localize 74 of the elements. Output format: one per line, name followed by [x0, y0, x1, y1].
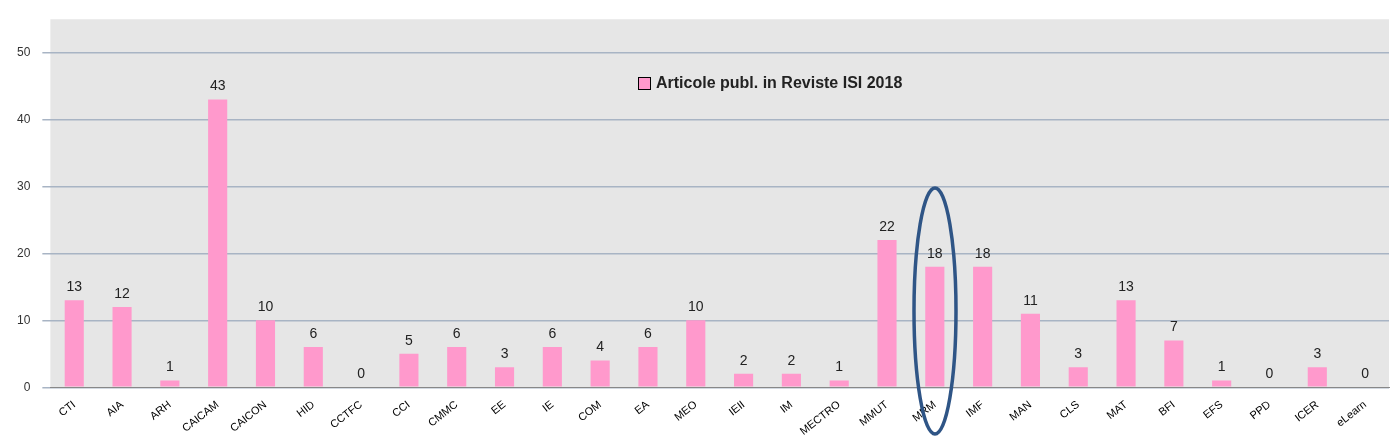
bar [686, 320, 706, 387]
x-tick-label: CCI [389, 397, 413, 420]
data-label: 6 [644, 324, 653, 341]
bar [1307, 367, 1327, 387]
data-label: 1 [835, 358, 844, 375]
bar [208, 99, 228, 387]
data-label: 18 [927, 244, 943, 261]
data-label: 6 [452, 324, 461, 341]
data-label: 3 [1313, 345, 1322, 362]
x-tick-label: EE [488, 397, 508, 417]
bar [877, 240, 897, 387]
x-tick-label: CTI [56, 397, 78, 419]
data-label: 3 [1074, 345, 1083, 362]
bar [1212, 380, 1232, 387]
bar [1020, 313, 1040, 387]
bar [781, 373, 801, 387]
bar [638, 347, 658, 387]
data-label: 0 [1361, 365, 1370, 382]
y-tick-label: 30 [16, 178, 31, 193]
data-label: 22 [879, 217, 895, 234]
data-label: 12 [114, 284, 131, 301]
x-tick-label: IMF [963, 397, 986, 420]
data-label: 43 [209, 77, 226, 94]
bar [925, 266, 945, 387]
x-tick-label: EA [632, 397, 652, 417]
data-label: 1 [1217, 358, 1226, 375]
x-tick-label: IM [777, 397, 795, 415]
data-label: 0 [357, 365, 366, 382]
x-tick-label: AIA [103, 397, 126, 419]
y-tick-label: 0 [23, 379, 31, 394]
bar [1068, 367, 1088, 387]
data-label: 13 [1118, 278, 1135, 295]
y-tick-label: 20 [16, 245, 31, 260]
x-tick-label: EFS [1200, 397, 1225, 421]
bar [542, 347, 562, 387]
data-label: 3 [500, 345, 509, 362]
x-tick-label: CLS [1057, 397, 1082, 421]
data-label: 11 [1023, 291, 1038, 308]
x-tick-label: HID [294, 397, 317, 420]
data-label: 7 [1169, 318, 1178, 335]
x-tick-label: IEII [726, 397, 747, 418]
data-label: 6 [309, 324, 318, 341]
bar [64, 300, 84, 387]
data-label: 10 [687, 298, 704, 315]
bar [734, 373, 754, 387]
bar [447, 347, 467, 387]
bar [973, 266, 993, 387]
bar [255, 320, 276, 387]
y-tick-label: 50 [16, 44, 31, 59]
data-label: 6 [548, 324, 557, 341]
x-tick-label: PPD [1247, 397, 1273, 422]
data-label: 2 [739, 351, 748, 368]
data-label: 10 [257, 298, 274, 315]
bar [160, 380, 180, 387]
data-label: 2 [787, 351, 796, 368]
y-tick-label: 40 [16, 111, 31, 126]
data-label: 5 [405, 331, 414, 348]
legend-label: Articole publ. in Reviste ISI 2018 [656, 74, 903, 92]
x-tick-label: BFI [1156, 397, 1177, 418]
y-tick-label: 10 [16, 312, 31, 327]
data-label: 13 [66, 278, 83, 295]
bar [1116, 300, 1136, 387]
data-label: 18 [974, 244, 991, 261]
data-label: 4 [596, 338, 605, 355]
bar [829, 380, 849, 387]
data-label: 1 [165, 358, 174, 375]
bar [494, 367, 515, 387]
bar [590, 360, 610, 387]
x-tick-label: IE [539, 397, 556, 414]
bar [112, 306, 132, 387]
data-label: 0 [1265, 365, 1274, 382]
bar [303, 347, 323, 387]
bar [399, 353, 419, 387]
bar [1164, 340, 1184, 387]
